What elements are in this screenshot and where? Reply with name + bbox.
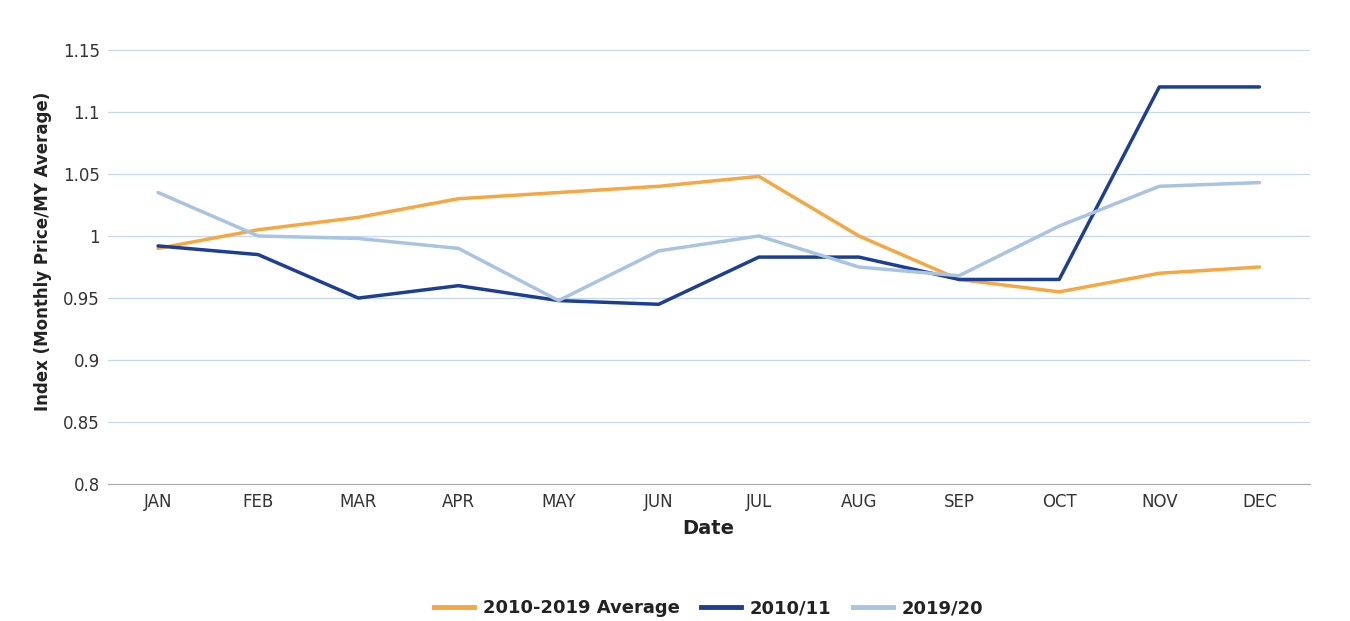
Y-axis label: Index (Monthly Price/MY Average): Index (Monthly Price/MY Average) [34,92,51,411]
Legend: 2010-2019 Average, 2010/11, 2019/20: 2010-2019 Average, 2010/11, 2019/20 [427,592,991,621]
X-axis label: Date: Date [683,519,734,538]
